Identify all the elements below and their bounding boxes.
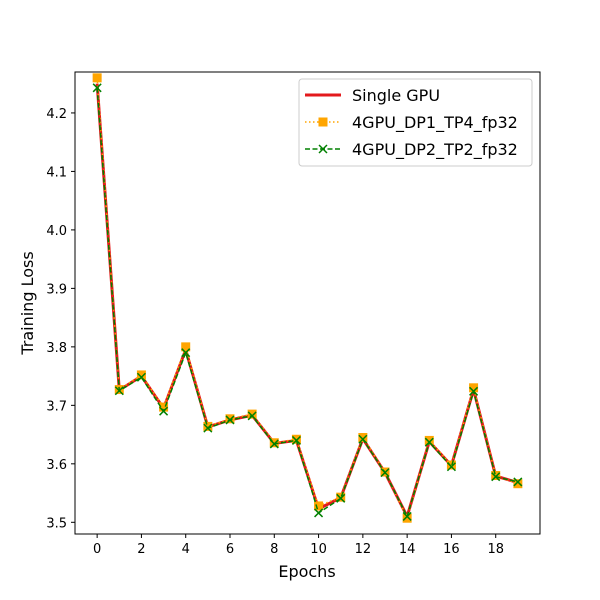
data-point <box>402 511 412 521</box>
data-point <box>314 508 324 518</box>
data-point <box>446 462 456 472</box>
y-tick-label: 3.8 <box>46 341 67 356</box>
x-tick-label: 0 <box>93 542 101 557</box>
x-tick-label: 18 <box>487 542 504 557</box>
data-point <box>336 493 346 503</box>
data-point <box>291 435 301 445</box>
y-tick-label: 4.2 <box>46 107 67 122</box>
data-point <box>513 477 523 487</box>
data-point <box>181 342 191 352</box>
data-point <box>247 411 257 421</box>
data-point <box>446 460 456 470</box>
x-tick-label: 4 <box>182 542 190 557</box>
x-tick-label: 2 <box>137 542 145 557</box>
y-axis: 3.5 3.6 3.7 3.8 3.9 4.0 4.1 4.2 <box>46 107 75 531</box>
x-tick-label: 14 <box>399 542 416 557</box>
x-tick-label: 10 <box>310 542 327 557</box>
data-point <box>114 386 124 396</box>
y-tick-label: 4.0 <box>46 224 67 239</box>
data-point <box>380 468 390 478</box>
series-line <box>96 77 519 519</box>
data-point <box>513 479 523 489</box>
y-tick-label: 4.1 <box>46 165 67 180</box>
plot-frame <box>74 71 541 535</box>
data-point <box>491 472 501 482</box>
data-point <box>269 439 279 449</box>
x-axis-label: Epochs <box>278 562 335 581</box>
data-point <box>203 423 213 433</box>
data-point <box>424 437 434 447</box>
data-point <box>469 386 479 396</box>
data-point <box>92 83 102 93</box>
data-point <box>136 372 146 382</box>
legend-marker <box>318 144 328 154</box>
legend-item: 4GPU_DP2_TP2_fp32 <box>305 140 518 160</box>
data-point <box>247 409 257 419</box>
y-tick-label: 3.7 <box>46 399 67 414</box>
data-point <box>181 348 191 358</box>
data-point <box>358 434 368 444</box>
y-tick-label: 3.5 <box>46 516 67 531</box>
data-point <box>136 370 146 380</box>
legend-box <box>298 78 533 167</box>
legend-item: 4GPU_DP1_TP4_fp32 <box>305 113 518 133</box>
series-2 <box>92 83 523 521</box>
data-point <box>225 414 235 424</box>
data-point <box>203 421 213 431</box>
legend-label: 4GPU_DP2_TP2_fp32 <box>352 140 518 160</box>
x-tick-label: 6 <box>226 542 234 557</box>
legend-label: Single GPU <box>352 86 440 105</box>
data-point <box>358 433 368 443</box>
data-point <box>92 73 102 83</box>
series-layer <box>92 73 523 523</box>
y-tick-label: 3.6 <box>46 458 67 473</box>
legend: Single GPU 4GPU_DP1_TP4_fp32 4GPU_DP2_TP2_… <box>298 78 533 167</box>
data-point <box>225 415 235 425</box>
data-point <box>491 471 501 481</box>
x-tick-label: 12 <box>355 542 372 557</box>
x-tick-label: 16 <box>443 542 460 557</box>
data-point <box>291 434 301 444</box>
x-axis: 0 2 4 6 8 10 12 14 16 18 <box>93 534 504 557</box>
legend-label: 4GPU_DP1_TP4_fp32 <box>352 113 518 133</box>
legend-item: Single GPU <box>305 86 440 105</box>
series-1 <box>92 73 523 523</box>
y-axis-label: Training Loss <box>18 251 37 355</box>
legend-marker <box>318 117 328 127</box>
data-point <box>314 501 324 511</box>
data-point <box>159 406 169 416</box>
data-point <box>336 492 346 502</box>
x-tick-label: 8 <box>270 542 278 557</box>
y-tick-label: 3.9 <box>46 282 67 297</box>
